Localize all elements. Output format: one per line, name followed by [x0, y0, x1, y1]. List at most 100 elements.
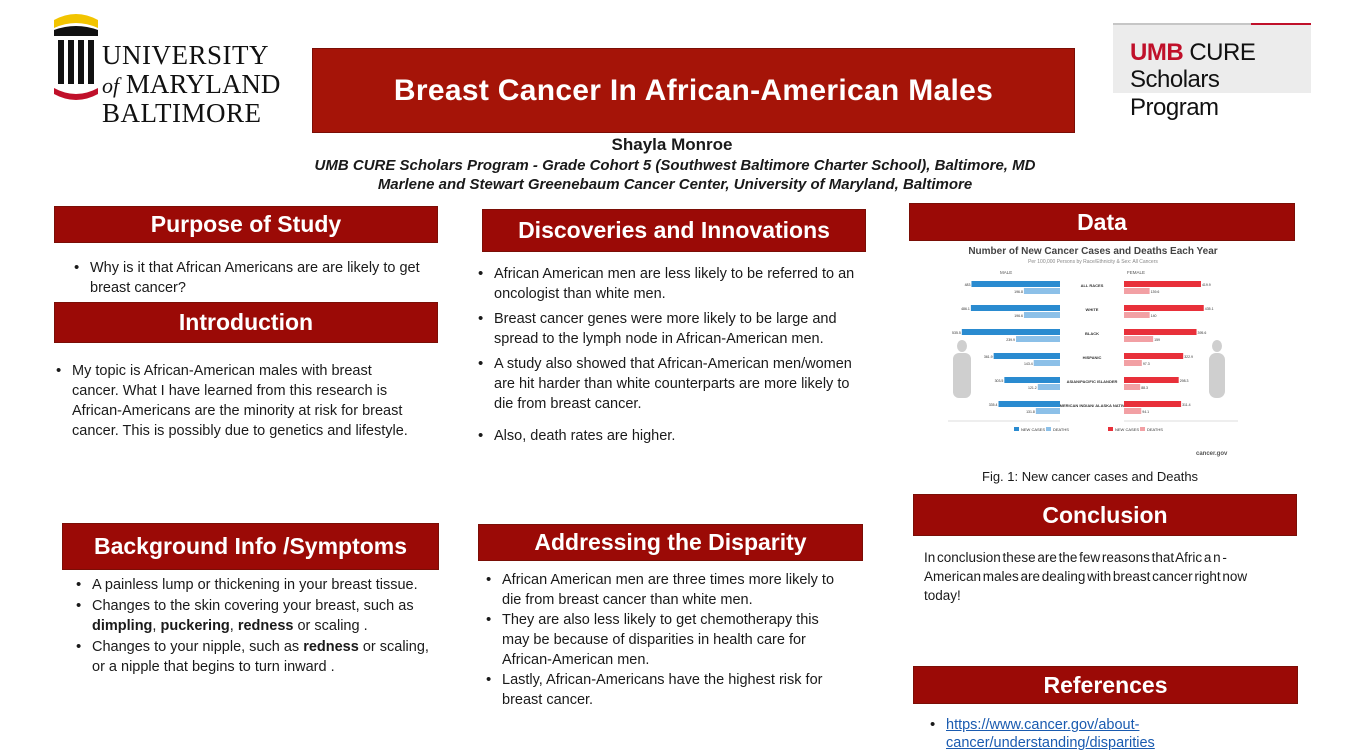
- list-item: African American men are three times mor…: [484, 570, 844, 610]
- list-item: African American men are less likely to …: [476, 264, 856, 304]
- disparity-list: African American men are three times mor…: [484, 570, 844, 710]
- references-header: References: [913, 666, 1298, 704]
- category-label: BLACK: [1085, 331, 1099, 336]
- group-label: FEMALE: [1127, 270, 1145, 275]
- bar: [1004, 377, 1060, 383]
- data-label: 486.1: [961, 307, 970, 311]
- references-list: https://www.cancer.gov/about-cancer/unde…: [928, 716, 1208, 752]
- chart-source: cancer.gov: [1196, 451, 1228, 457]
- bar: [971, 281, 1060, 287]
- bar: [1124, 336, 1154, 342]
- discoveries-header: Discoveries and Innovations: [482, 209, 866, 252]
- category-label: ASIAN/PACIFIC ISLANDER: [1067, 379, 1118, 384]
- purpose-header: Purpose of Study: [54, 206, 438, 243]
- legend-swatch: [1046, 427, 1051, 431]
- bar: [961, 329, 1060, 335]
- figure-caption: Fig. 1: New cancer cases and Deaths: [982, 469, 1199, 484]
- bar: [1124, 377, 1179, 383]
- umb-wordmark: UNIVERSITY of MARYLAND BALTIMORE: [102, 40, 281, 128]
- bar: [1124, 329, 1197, 335]
- bar: [1124, 281, 1201, 287]
- data-label: 121.2: [1028, 386, 1037, 390]
- chart-svg: MALE FEMALE ALL RACES 483 196.8 419.9 139.6 WHI…: [948, 270, 1238, 457]
- data-label: 94.1: [1142, 410, 1149, 414]
- list-item: My topic is African-American males with …: [54, 361, 414, 441]
- background-header: Background Info /Symptoms: [62, 523, 439, 570]
- female-silhouette-icon: [1209, 353, 1225, 398]
- bar: [1124, 384, 1141, 390]
- bar: [1124, 408, 1142, 414]
- data-label: 395.6: [1198, 331, 1207, 335]
- list-item: https://www.cancer.gov/about-cancer/unde…: [928, 716, 1208, 752]
- list-item: Lastly, African-Americans have the highe…: [484, 670, 844, 710]
- cure-scholars-logo: UMB CURE Scholars Program: [1113, 23, 1311, 121]
- data-label: 196.8: [1014, 290, 1023, 294]
- chart-title: Number of New Cancer Cases and Deaths Ea…: [968, 246, 1218, 257]
- bar: [1033, 360, 1060, 366]
- reference-link[interactable]: https://www.cancer.gov/about-cancer/unde…: [946, 717, 1155, 751]
- bar: [1124, 288, 1150, 294]
- bar: [1124, 305, 1204, 311]
- background-list: A painless lump or thickening in your br…: [74, 575, 439, 677]
- bar: [1023, 312, 1060, 318]
- introduction-list: My topic is African-American males with …: [54, 361, 414, 441]
- list-item: Why is it that African Americans are are…: [72, 258, 432, 298]
- data-label: 239.9: [1006, 338, 1015, 342]
- data-label: 322.9: [1184, 355, 1193, 359]
- group-label: MALE: [1000, 270, 1012, 275]
- data-header: Data: [909, 203, 1295, 241]
- umb-dome-icon: [54, 14, 98, 100]
- legend-label: DEATHS: [1147, 427, 1163, 432]
- legend-swatch: [1108, 427, 1113, 431]
- data-label: 140: [1151, 314, 1157, 318]
- legend-label: DEATHS: [1053, 427, 1069, 432]
- list-item: Changes to your nipple, such as redness …: [74, 637, 439, 677]
- data-label: 131.8: [1026, 410, 1035, 414]
- legend-label: NEW CASES: [1115, 427, 1139, 432]
- data-label: 535.5: [952, 331, 961, 335]
- bar: [970, 305, 1060, 311]
- conclusion-header: Conclusion: [913, 494, 1297, 536]
- affiliations: UMB CURE Scholars Program - Grade Cohort…: [314, 157, 1036, 193]
- bar: [1124, 401, 1182, 407]
- list-item: Also, death rates are higher.: [476, 426, 856, 446]
- data-label: 143.4: [1024, 362, 1033, 366]
- purpose-list: Why is it that African Americans are are…: [72, 258, 432, 298]
- data-label: 159: [1154, 338, 1160, 342]
- data-label: 303.5: [995, 379, 1004, 383]
- data-label: 88.3: [1141, 386, 1148, 390]
- bar: [1124, 312, 1150, 318]
- category-label: ALL RACES: [1081, 283, 1104, 288]
- male-silhouette-icon: [953, 353, 971, 398]
- legend-label: NEW CASES: [1021, 427, 1045, 432]
- bar: [1124, 353, 1184, 359]
- data-label: 361.9: [984, 355, 993, 359]
- data-label: 196.6: [1014, 314, 1023, 318]
- poster-title: Breast Cancer In African-American Males: [312, 48, 1075, 133]
- bar: [1037, 384, 1060, 390]
- legend-swatch: [1140, 427, 1145, 431]
- disparity-header: Addressing the Disparity: [478, 524, 863, 561]
- bar: [998, 401, 1060, 407]
- list-item: They are also less likely to get chemoth…: [484, 610, 844, 670]
- cancer-chart: Number of New Cancer Cases and Deaths Ea…: [948, 243, 1238, 461]
- data-label: 311.4: [1182, 403, 1191, 407]
- data-label: 139.6: [1151, 290, 1160, 294]
- list-item: A study also showed that African-America…: [476, 354, 856, 414]
- category-label: AMERICAN INDIAN/ ALASKA NATIVE: [1057, 403, 1128, 408]
- category-label: HISPANIC: [1083, 355, 1102, 360]
- list-item: Breast cancer genes were more likely to …: [476, 309, 856, 349]
- bar: [1035, 408, 1060, 414]
- data-label: 97.3: [1143, 362, 1150, 366]
- data-label: 435.1: [1205, 307, 1214, 311]
- bar: [1016, 336, 1060, 342]
- bar: [993, 353, 1060, 359]
- discoveries-list: African American men are less likely to …: [476, 264, 856, 446]
- author-name: Shayla Monroe: [611, 135, 733, 154]
- list-item: Changes to the skin covering your breast…: [74, 596, 439, 636]
- category-label: WHITE: [1086, 307, 1099, 312]
- data-label: 419.9: [1202, 283, 1211, 287]
- male-silhouette-icon: [957, 340, 967, 352]
- bar: [1023, 288, 1060, 294]
- data-label: 298.3: [1180, 379, 1189, 383]
